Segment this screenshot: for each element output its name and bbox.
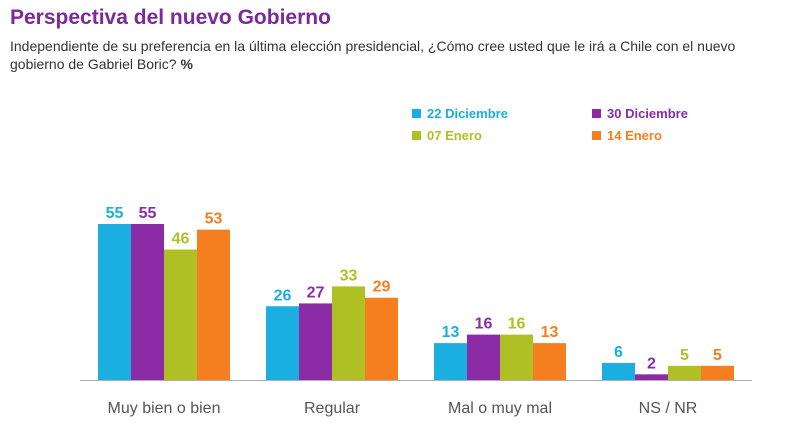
legend-item-14-enero: 14 Enero [592, 126, 662, 144]
data-label: 26 [274, 287, 292, 304]
legend-label: 22 Diciembre [427, 105, 508, 121]
legend-item-07-enero: 07 Enero [412, 126, 482, 144]
data-label: 55 [139, 205, 157, 222]
data-label: 13 [442, 324, 460, 341]
chart-title: Perspectiva del nuevo Gobierno [10, 6, 331, 29]
data-label: 6 [614, 344, 623, 361]
bar [701, 365, 734, 380]
subtitle-question: Independiente de su preferencia en la úl… [10, 38, 736, 72]
bar [197, 229, 230, 380]
category-label: Regular [304, 400, 361, 417]
legend-swatch [412, 130, 421, 140]
data-label: 29 [373, 279, 391, 296]
data-label: 13 [541, 324, 559, 341]
bar [668, 365, 701, 380]
legend: 22 Diciembre 30 Diciembre 07 Enero 14 En… [412, 104, 732, 146]
subtitle-unit: % [180, 56, 193, 72]
data-label: 5 [680, 347, 689, 364]
bar [98, 224, 131, 380]
data-label: 27 [307, 284, 325, 301]
legend-label: 14 Enero [607, 127, 662, 143]
data-label: 46 [172, 231, 190, 248]
bar [467, 334, 500, 380]
bar [266, 306, 299, 380]
bar [533, 343, 566, 380]
bar [500, 334, 533, 380]
bar [602, 362, 635, 380]
legend-swatch [592, 130, 601, 140]
data-label: 2 [647, 355, 656, 372]
data-label: 55 [106, 205, 124, 222]
data-label: 53 [205, 211, 223, 228]
data-label: 16 [508, 316, 526, 333]
bar [299, 303, 332, 380]
category-label: Mal o muy mal [448, 400, 552, 417]
bar [332, 286, 365, 380]
bar [635, 374, 668, 380]
bar [131, 224, 164, 380]
legend-label: 30 Diciembre [607, 105, 688, 121]
chart-subtitle: Independiente de su preferencia en la úl… [10, 37, 770, 73]
legend-swatch [592, 108, 601, 118]
legend-label: 07 Enero [427, 127, 482, 143]
data-label: 5 [713, 347, 722, 364]
bar [164, 249, 197, 380]
bar [365, 297, 398, 380]
category-label: Muy bien o bien [108, 400, 221, 417]
legend-item-30-diciembre: 30 Diciembre [592, 104, 688, 122]
data-label: 16 [475, 316, 493, 333]
category-label: NS / NR [639, 400, 698, 417]
legend-item-22-diciembre: 22 Diciembre [412, 104, 508, 122]
legend-swatch [412, 108, 421, 118]
data-label: 33 [340, 267, 358, 284]
bar [434, 343, 467, 380]
